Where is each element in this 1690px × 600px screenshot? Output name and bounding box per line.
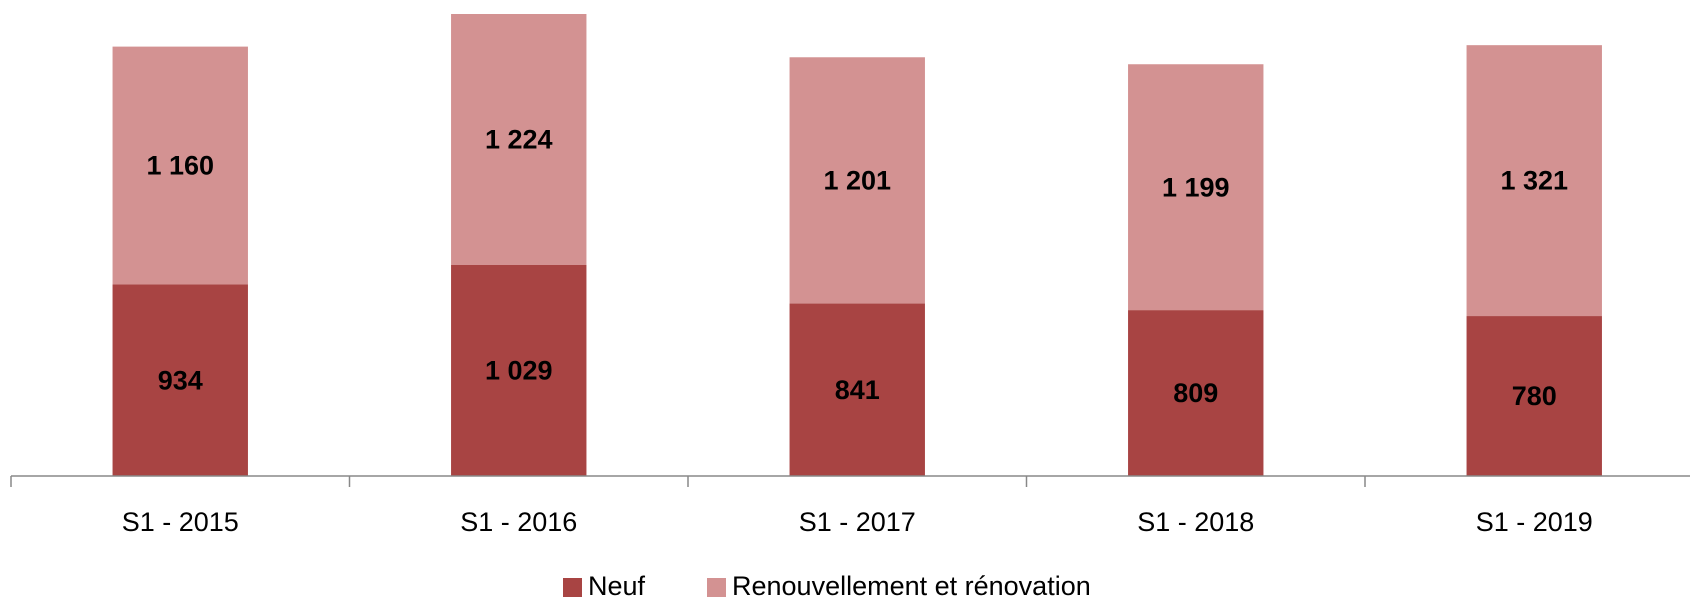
data-label: 1 199 (1162, 172, 1230, 202)
x-tick-label: S1 - 2018 (1137, 507, 1254, 537)
bar-segment (1128, 310, 1264, 476)
legend-swatch (707, 578, 726, 597)
bar-segment (1128, 64, 1264, 311)
bar-segment (451, 264, 587, 476)
x-tick-label: S1 - 2015 (122, 507, 239, 537)
data-label: 934 (158, 365, 203, 395)
bar-segment (1466, 45, 1602, 317)
data-label: 1 160 (146, 151, 214, 181)
data-label: 780 (1512, 381, 1557, 411)
x-tick-label: S1 - 2016 (460, 507, 577, 537)
bar-segment (451, 14, 587, 265)
bar-segment (789, 57, 925, 304)
data-label: 841 (835, 375, 880, 405)
bar-segment (1466, 316, 1602, 476)
bar-segment (112, 284, 248, 476)
legend-label: Neuf (588, 571, 646, 600)
bar-segment (112, 46, 248, 285)
data-label: 1 321 (1500, 166, 1568, 196)
legend-swatch (563, 578, 582, 597)
data-label: 1 224 (485, 125, 553, 155)
data-label: 1 029 (485, 356, 553, 386)
data-label: 809 (1173, 378, 1218, 408)
x-tick-label: S1 - 2019 (1476, 507, 1593, 537)
data-label: 1 201 (823, 166, 891, 196)
x-tick-label: S1 - 2017 (799, 507, 916, 537)
legend-label: Renouvellement et rénovation (732, 571, 1091, 600)
bar-segment (789, 303, 925, 476)
